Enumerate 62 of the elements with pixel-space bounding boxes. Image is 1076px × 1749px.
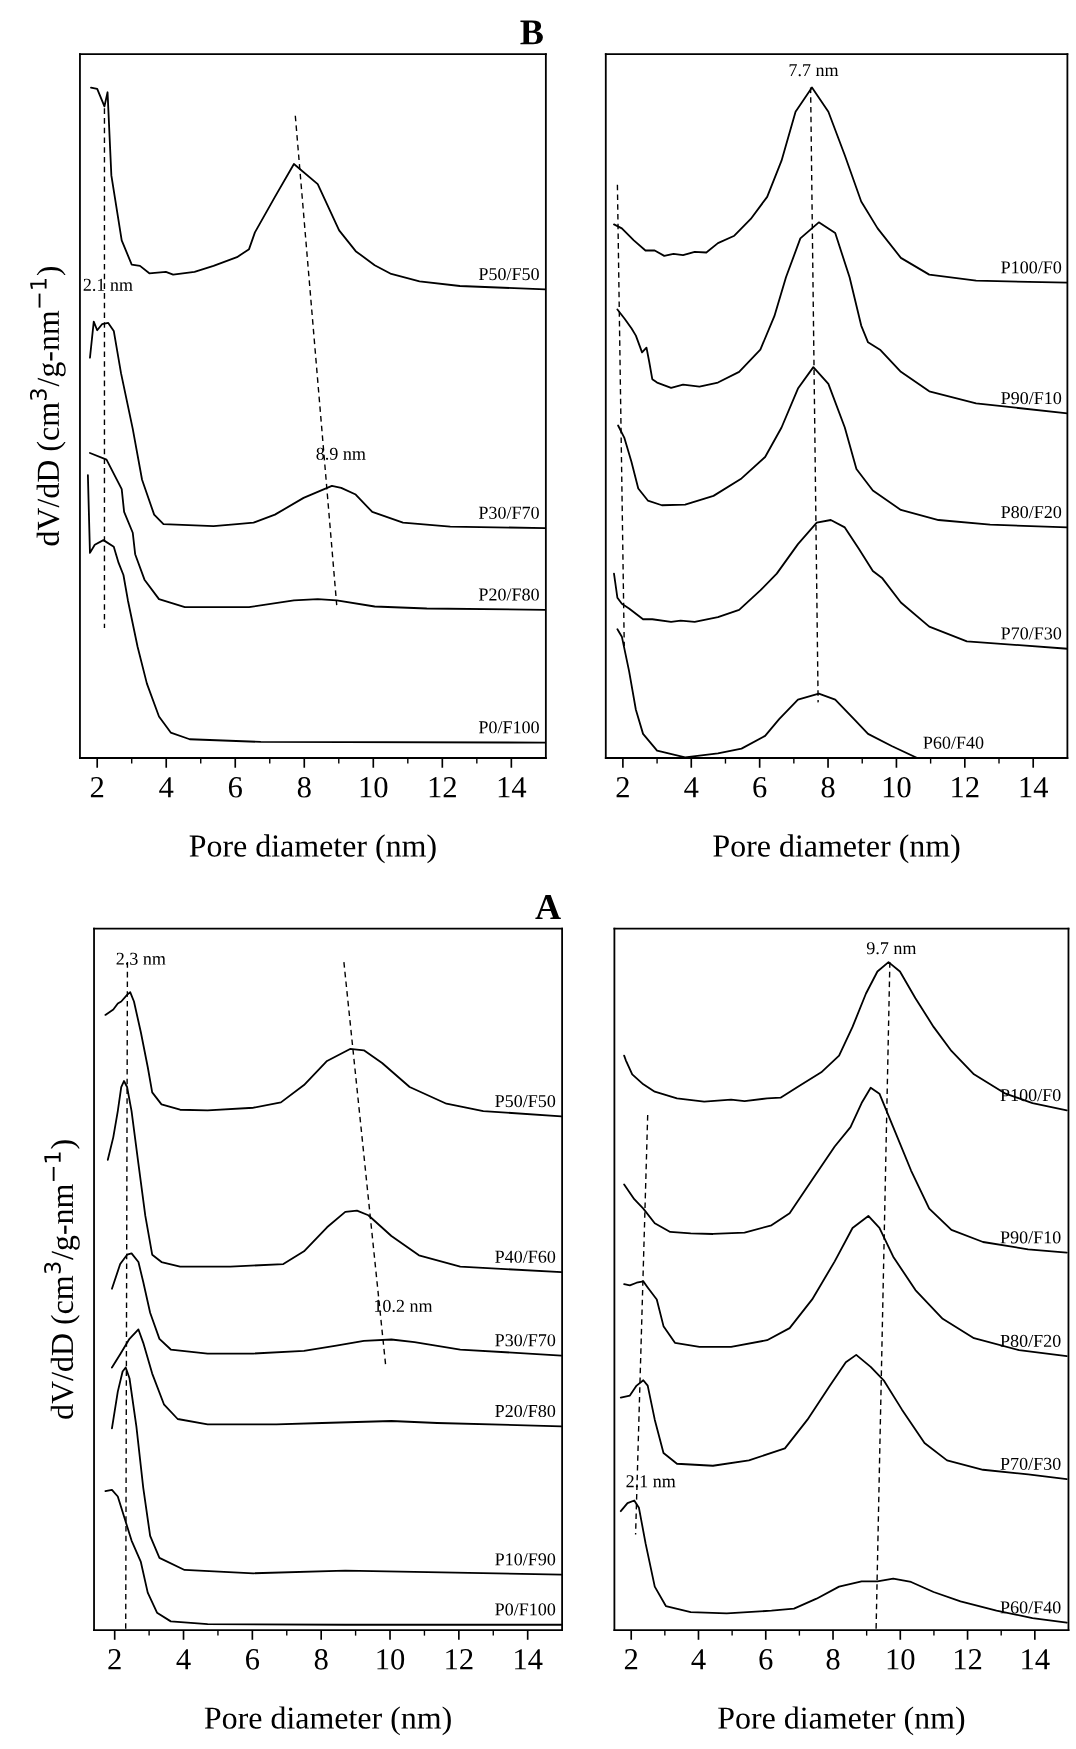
x-tick-label: 4 xyxy=(176,1649,191,1670)
x-tick-label: 14 xyxy=(498,777,527,798)
x-tick-label: 12 xyxy=(952,777,979,798)
series-label: P70/F30 xyxy=(1001,627,1062,640)
series-label: P20/F80 xyxy=(495,1404,556,1418)
x-tick-label: 10 xyxy=(887,1649,915,1670)
x-tick-label: 4 xyxy=(691,1649,706,1670)
x-tick-label: 6 xyxy=(759,1649,773,1670)
x-tick-label: 2 xyxy=(90,777,104,798)
x-axis-title: Pore diameter (nm) xyxy=(204,1706,451,1736)
series-label: P80/F20 xyxy=(1001,505,1062,519)
series-label: P60/F40 xyxy=(923,736,984,749)
series-label: P0/F100 xyxy=(478,721,539,734)
x-tick-label: 10 xyxy=(377,1649,405,1670)
series-label: P100/F0 xyxy=(1001,261,1062,274)
text: 9.7 nm xyxy=(866,942,917,955)
chart-title: A xyxy=(535,895,561,919)
series-label: P60/F40 xyxy=(1000,1601,1061,1614)
y-axis-title: dV/dD (cm$^{3}$/g-nm$^{−1}$) xyxy=(44,1140,80,1419)
x-tick-label: 8 xyxy=(821,776,835,798)
x-tick-label: 12 xyxy=(954,1649,982,1670)
annotation: 2.1 nm xyxy=(626,1475,676,1488)
annotation: 2.1 nm xyxy=(83,278,133,291)
chart-title: B xyxy=(520,20,543,45)
annotation: 10.2 nm xyxy=(374,1299,433,1313)
x-tick-label: 12 xyxy=(446,1649,473,1670)
series-label: P50/F50 xyxy=(495,1095,556,1108)
series-label: P40/F60 xyxy=(495,1250,556,1263)
x-tick-label: 6 xyxy=(228,777,242,798)
x-tick-label: 10 xyxy=(883,776,911,798)
series-label: P90/F10 xyxy=(1001,392,1062,405)
series-label: P80/F20 xyxy=(1000,1334,1061,1347)
x-tick-label: 4 xyxy=(159,777,174,798)
x-tick-label: 2 xyxy=(624,1649,638,1670)
x-tick-label: 10 xyxy=(360,776,388,798)
x-tick-label: 4 xyxy=(684,777,699,798)
series-label: P20/F80 xyxy=(478,588,539,601)
series-label: P30/F70 xyxy=(495,1334,556,1347)
series-label: P70/F30 xyxy=(1000,1457,1061,1470)
x-axis-title: Pore diameter (nm) xyxy=(718,1706,965,1736)
x-axis-title: Pore diameter (nm) xyxy=(713,834,960,864)
x-tick-label: 8 xyxy=(314,1649,328,1670)
x-tick-label: 12 xyxy=(429,777,456,798)
x-tick-label: 2 xyxy=(616,777,629,798)
series-label: P50/F50 xyxy=(478,267,539,281)
annotation: 8.9 nm xyxy=(316,447,366,460)
x-tick-label: 2 xyxy=(108,1649,121,1670)
x-tick-label: 8 xyxy=(297,776,311,798)
x-tick-label: 6 xyxy=(246,1649,260,1670)
x-tick-label: 6 xyxy=(753,777,767,798)
y-axis-title: dV/dD (cm$^{3}$/g-nm$^{−1}$) xyxy=(29,266,66,546)
x-tick-label: 14 xyxy=(515,1649,543,1670)
x-tick-label: 14 xyxy=(1020,777,1048,798)
x-tick-label: 14 xyxy=(1022,1649,1050,1670)
series-label: P30/F70 xyxy=(478,506,539,519)
series-label: P10/F90 xyxy=(495,1553,556,1566)
series-label: P0/F100 xyxy=(495,1603,556,1616)
x-tick-label: 8 xyxy=(826,1649,840,1670)
series-label: P90/F10 xyxy=(1000,1231,1061,1244)
text: 7.7 nm xyxy=(789,64,839,77)
x-axis-title: Pore diameter (nm) xyxy=(189,834,436,864)
annotation: 2.3 nm xyxy=(116,952,166,965)
